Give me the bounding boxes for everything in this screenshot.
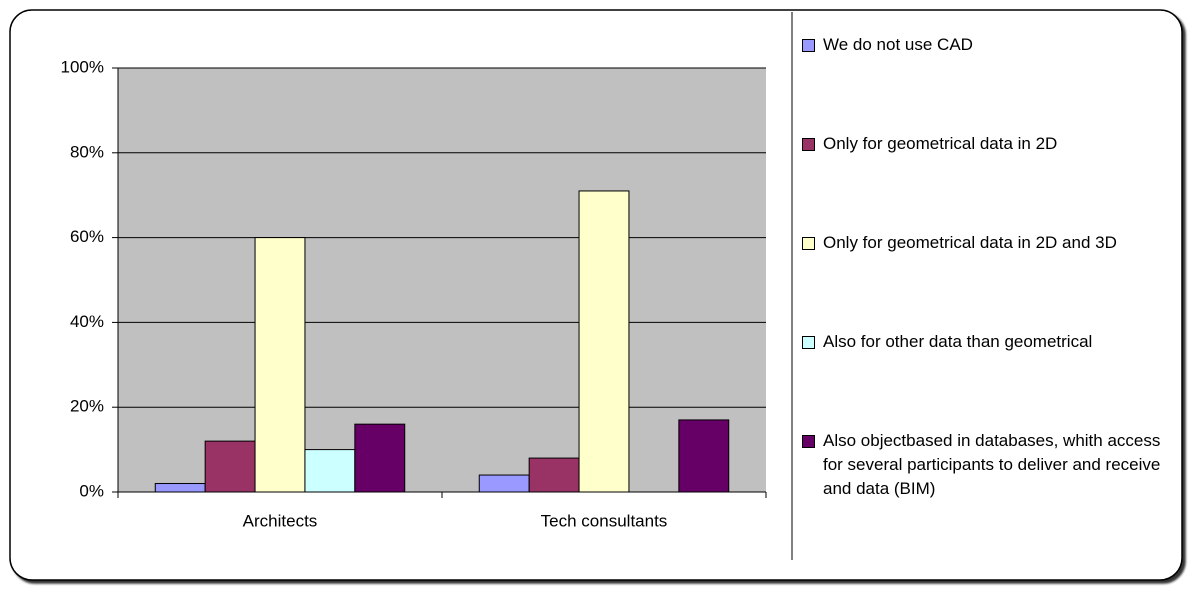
legend-item: Only for geometrical data in 2D (800, 132, 1172, 156)
x-tick-label: Tech consultants (541, 511, 668, 530)
legend-label: Only for geometrical data in 2D (823, 134, 1058, 153)
bar (678, 419, 730, 493)
y-tick-label: 20% (70, 397, 104, 416)
bar (204, 440, 256, 493)
y-tick-label: 60% (70, 227, 104, 246)
legend-swatch (802, 138, 815, 151)
legend-item: Also for other data than geometrical (800, 330, 1172, 354)
legend-swatch (802, 435, 815, 448)
bar (254, 237, 306, 493)
legend-label: Also for other data than geometrical (823, 332, 1093, 351)
y-tick-label: 80% (70, 142, 104, 161)
legend-swatch (802, 237, 815, 250)
x-tick-label: Architects (243, 511, 318, 530)
legend-swatch (802, 39, 815, 52)
legend-item: We do not use CAD (800, 33, 1172, 57)
legend-swatch (802, 336, 815, 349)
legend-label: Only for geometrical data in 2D and 3D (823, 233, 1117, 252)
y-tick-label: 100% (61, 57, 104, 76)
bar (154, 483, 206, 493)
legend-item: Only for geometrical data in 2D and 3D (800, 231, 1172, 255)
bar (478, 474, 530, 493)
legend-label: Also objectbased in databases, whith acc… (823, 431, 1161, 498)
legend-label: We do not use CAD (823, 35, 973, 54)
bar (354, 423, 406, 493)
y-tick-label: 0% (79, 481, 104, 500)
legend-item: Also objectbased in databases, whith acc… (800, 429, 1172, 501)
plot-area (118, 68, 766, 492)
bar (304, 449, 356, 493)
y-tick-label: 40% (70, 312, 104, 331)
bar (528, 457, 580, 493)
bar (578, 190, 630, 493)
